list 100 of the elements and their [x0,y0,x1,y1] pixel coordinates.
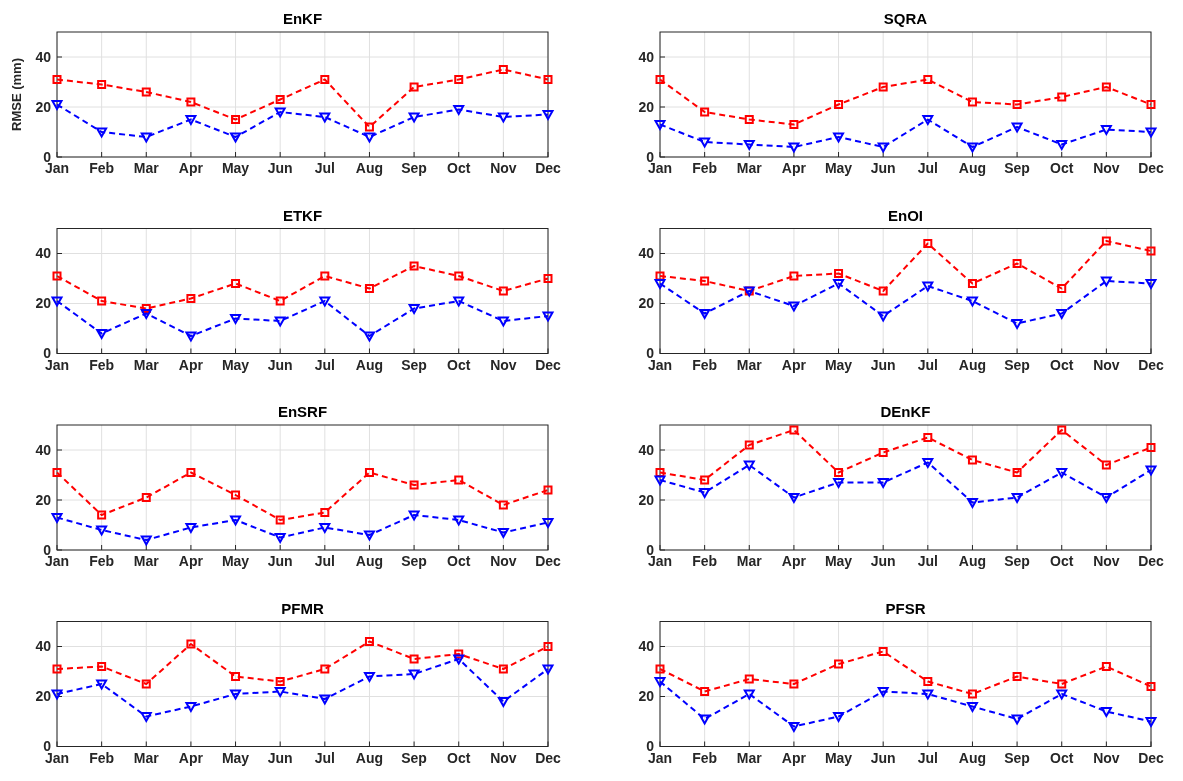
x-tick-label: May [221,356,250,373]
point [96,329,108,339]
x-tick-label: Jun [267,356,293,373]
point [497,697,509,707]
x-tick-label: Jun [870,160,896,176]
x-tick-label: Oct [1050,553,1074,569]
point [789,271,799,281]
point [1101,460,1111,470]
y-tick-label: 0 [646,541,655,558]
x-tick-label: Mar [736,160,763,176]
y-tick-label: 40 [638,638,655,655]
point [700,276,710,286]
point [966,142,978,153]
point [1145,279,1157,289]
point [1056,309,1068,319]
point [453,105,465,115]
point [141,679,151,689]
y-tick-label: 40 [638,245,655,262]
x-tick-label: Jun [267,749,293,766]
x-tick-label: Apr [178,553,204,569]
point [1145,717,1157,727]
point [1101,236,1111,246]
point [655,75,665,84]
point [363,530,375,541]
point [320,271,330,281]
point [1011,493,1023,503]
x-tick-label: Oct [1050,160,1074,176]
point [51,513,63,523]
point [878,647,888,656]
x-tick-label: Oct [447,356,471,373]
chart-title: EnSRF [277,403,328,420]
point [275,677,285,686]
point [185,523,197,533]
x-tick-label: Mar [133,749,160,766]
point [923,75,933,84]
point [409,82,419,92]
point [230,515,242,526]
chart-title: EnOI [887,206,924,224]
point [789,679,799,689]
point [453,515,465,526]
y-tick-label: 0 [43,148,52,165]
point [274,107,286,118]
point [140,712,152,722]
point [1146,682,1156,691]
x-tick-label: Sep [1004,160,1030,176]
x-tick-label: Nov [490,749,517,766]
x-tick-label: Apr [178,160,204,176]
x-tick-label: Jul [314,553,335,569]
x-tick-label: Dec [535,160,562,176]
point [1012,259,1022,268]
y-tick-label: 20 [35,491,52,508]
point [453,654,465,665]
point [744,440,754,450]
point [274,687,286,697]
point [834,659,844,669]
point [141,87,151,97]
point [788,493,800,503]
point [231,672,241,681]
x-tick-label: Jul [314,160,335,176]
point [788,142,800,153]
y-tick-label: 20 [638,491,655,508]
point [274,316,286,327]
point [497,112,509,123]
point [655,664,665,674]
point [923,677,933,686]
point [1146,246,1156,256]
point [1056,140,1068,150]
point [1101,82,1111,92]
point [97,662,107,671]
x-tick-label: Nov [490,356,517,373]
x-tick-label: Oct [1050,356,1074,373]
x-tick-label: Aug [958,553,987,569]
point [699,309,711,319]
x-tick-label: Jun [870,553,896,569]
x-tick-label: Jul [917,356,938,373]
point [497,316,509,327]
point [743,140,755,150]
point [364,284,374,293]
x-tick-label: Apr [781,749,807,766]
x-tick-label: Sep [401,160,427,176]
x-tick-label: May [221,749,250,766]
x-tick-label: Aug [355,749,384,766]
point [141,493,151,502]
point [186,97,196,107]
point [275,515,285,525]
x-tick-label: Jul [314,749,335,766]
x-tick-label: Dec [1138,160,1165,176]
point [1100,707,1112,717]
point [363,132,375,143]
point [52,468,62,477]
point [409,480,419,490]
point [230,132,242,143]
point [700,107,710,117]
point [319,296,331,307]
point [966,498,978,508]
point [654,279,666,289]
y-axis-title: RMSE (mm) [9,58,24,131]
point [699,488,711,498]
point [1011,122,1023,133]
point [274,533,286,543]
